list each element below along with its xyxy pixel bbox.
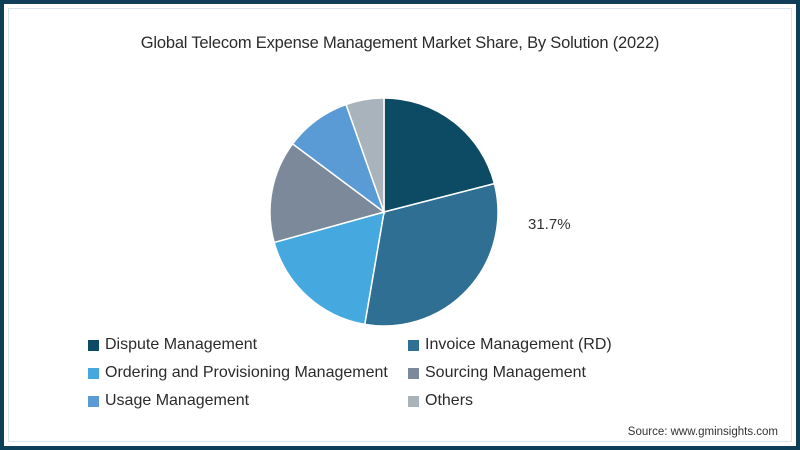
legend-swatch — [408, 339, 419, 351]
legend-swatch — [88, 367, 99, 379]
legend-label: Sourcing Management — [425, 364, 586, 381]
pie-slice-invoice-management-rd — [363, 182, 499, 327]
pie-slice-dispute-management — [383, 97, 496, 213]
legend-label: Dispute Management — [105, 336, 258, 353]
invoice-share-label: 31.7% — [528, 216, 571, 233]
legend-item-sourcing: Sourcing Management — [408, 364, 586, 382]
legend-swatch — [88, 339, 99, 351]
legend-item-usage: Usage Management — [88, 392, 249, 410]
frame-inner-border — [8, 8, 792, 442]
legend-label: Invoice Management (RD) — [425, 336, 612, 353]
legend-item-invoice: Invoice Management (RD) — [408, 336, 612, 354]
legend-swatch — [408, 367, 419, 379]
legend-item-others: Others — [408, 392, 473, 410]
source-credit: Source: www.gminsights.com — [627, 426, 778, 438]
legend-swatch — [408, 395, 419, 407]
pie-slice-sourcing-management — [269, 142, 386, 244]
pie-slice-ordering-and-provisioning-management — [273, 210, 385, 326]
legend-label: Ordering and Provisioning Management — [105, 364, 388, 381]
legend-item-dispute: Dispute Management — [88, 336, 257, 354]
legend-label: Usage Management — [105, 392, 250, 409]
pie-slice-others — [345, 97, 385, 213]
chart-title: Global Telecom Expense Management Market… — [140, 34, 660, 52]
legend-label: Others — [425, 392, 474, 409]
legend-swatch — [88, 395, 99, 407]
legend-item-ordering: Ordering and Provisioning Management — [88, 364, 388, 382]
